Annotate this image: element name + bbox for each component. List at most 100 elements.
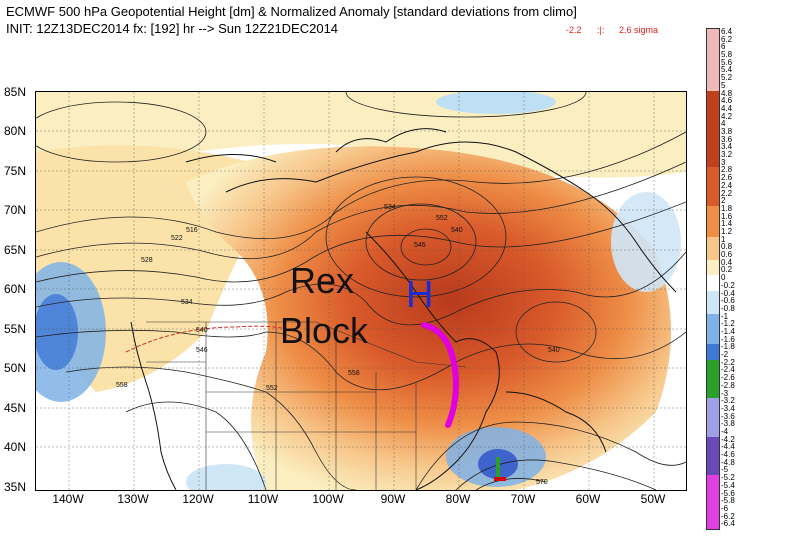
contour-label: 570 — [536, 479, 548, 486]
colorbar-label: -6 — [721, 503, 729, 513]
map-title: ECMWF 500 hPa Geopotential Height [dm] &… — [6, 4, 577, 19]
colorbar-label: -4.2 — [721, 434, 735, 444]
colorbar-label: 4.2 — [721, 111, 733, 121]
colorbar-swatch — [707, 59, 719, 68]
colorbar-label: 4.6 — [721, 96, 733, 106]
contour-label: 540 — [196, 327, 208, 334]
contour-label: 552 — [266, 385, 278, 392]
colorbar-label: -2.2 — [721, 357, 735, 367]
colorbar-swatch — [707, 275, 719, 284]
colorbar-swatch — [707, 459, 719, 468]
colorbar-label: 5 — [721, 80, 726, 90]
contour-label: 546 — [414, 242, 426, 249]
colorbar-label: -0.6 — [721, 296, 735, 306]
colorbar-label: 0.2 — [721, 265, 733, 275]
colorbar-swatch — [707, 505, 719, 515]
colorbar-label: -4.4 — [721, 442, 735, 452]
colorbar-swatch — [707, 205, 719, 215]
colorbar-label: 0.4 — [721, 257, 733, 267]
colorbar-label: 1.4 — [721, 219, 733, 229]
lat-label-85n: 85N — [4, 85, 27, 99]
lat-label-65n: 65N — [4, 243, 27, 257]
colorbar-label: -3.6 — [721, 411, 735, 421]
political-borders — [146, 321, 467, 490]
colorbar-swatch — [707, 467, 719, 476]
lon-label-70w: 70W — [510, 492, 536, 506]
colorbar-label: 5.4 — [721, 65, 733, 75]
colorbar-label: 3.8 — [721, 127, 733, 136]
anomaly-map: 516 522 528 534 540 546 552 558 570 540 … — [36, 92, 686, 490]
colorbar-swatch — [707, 244, 719, 253]
lon-label-80w: 80W — [445, 492, 471, 506]
colorbar-label: 2 — [721, 196, 726, 206]
colorbar-label: -2 — [721, 350, 729, 360]
colorbar-label: -3.4 — [721, 403, 735, 413]
contour-label: 528 — [141, 257, 153, 264]
colorbar-label: -6.4 — [721, 519, 735, 529]
colorbar-label: -1.4 — [721, 327, 735, 336]
colorbar-swatch — [707, 282, 719, 292]
contour-label: 516 — [186, 227, 198, 234]
colorbar-swatch — [707, 182, 719, 192]
colorbar-swatch — [707, 82, 719, 92]
colorbar-label: -0.4 — [721, 288, 735, 298]
colorbar-label: 1.2 — [721, 227, 733, 236]
colorbar-swatch — [707, 36, 719, 45]
colorbar-swatch — [707, 44, 719, 53]
colorbar-label: 0.8 — [721, 242, 733, 252]
colorbar-label: -0.2 — [721, 280, 735, 290]
colorbar-swatch — [707, 375, 719, 384]
colorbar-label: -5.6 — [721, 488, 735, 498]
colorbar-swatch — [707, 190, 719, 199]
colorbar-swatch — [707, 305, 719, 315]
colorbar-label: -1.2 — [721, 319, 735, 329]
colorbar-label: 4 — [721, 119, 726, 129]
colorbar-swatch — [707, 390, 719, 399]
colorbar-label: 5.8 — [721, 50, 733, 60]
colorbar-label: 6.4 — [721, 27, 733, 36]
colorbar-label: -3.8 — [721, 419, 735, 429]
colorbar-swatch — [707, 229, 719, 238]
height-contours — [36, 92, 686, 490]
colorbar-swatch — [707, 405, 719, 415]
colorbar-swatch — [707, 359, 719, 368]
colorbar-label: -4.8 — [721, 457, 735, 467]
colorbar-swatch — [707, 429, 719, 438]
anomaly-negative-arctic — [436, 92, 556, 114]
contour-label: 558 — [116, 382, 128, 389]
annotation-high: H — [406, 274, 434, 316]
colorbar-swatch — [707, 167, 719, 176]
colorbar-swatch — [707, 367, 719, 376]
lat-label-50n: 50N — [4, 361, 27, 375]
anomaly-negative-greenland — [611, 192, 681, 292]
colorbar-label: 3.4 — [721, 142, 733, 152]
colorbar-swatch — [707, 152, 719, 161]
colorbar-swatch — [707, 259, 719, 268]
colorbar-swatch — [707, 482, 719, 492]
colorbar-swatch — [707, 413, 719, 422]
colorbar-swatch — [707, 421, 719, 430]
colorbar-label: -6.2 — [721, 511, 735, 521]
colorbar-swatch — [707, 221, 719, 230]
colorbar-label: -1.6 — [721, 334, 735, 344]
lat-label-55n: 55N — [4, 322, 27, 336]
colorbar-swatch — [707, 329, 719, 338]
colorbar-label: -4.6 — [721, 450, 735, 460]
colorbar-swatch — [707, 52, 719, 61]
colorbar-swatch — [707, 144, 719, 153]
colorbar-swatch — [707, 98, 719, 107]
colorbar-swatch — [707, 382, 719, 392]
contour-label: 534 — [181, 299, 193, 306]
colorbar-label: 4.8 — [721, 88, 733, 98]
colorbar-swatch — [707, 105, 719, 115]
colorbar-swatch — [707, 90, 719, 99]
colorbar-swatch — [707, 498, 719, 507]
colorbar-swatch — [707, 159, 719, 168]
colorbar-swatch — [707, 290, 719, 299]
lat-label-70n: 70N — [4, 203, 27, 217]
colorbar-label: 4.4 — [721, 103, 733, 113]
block-flow-curve — [421, 322, 460, 428]
colorbar-swatch — [707, 29, 719, 38]
colorbar-swatch — [707, 175, 719, 184]
colorbar-swatch — [707, 521, 719, 530]
